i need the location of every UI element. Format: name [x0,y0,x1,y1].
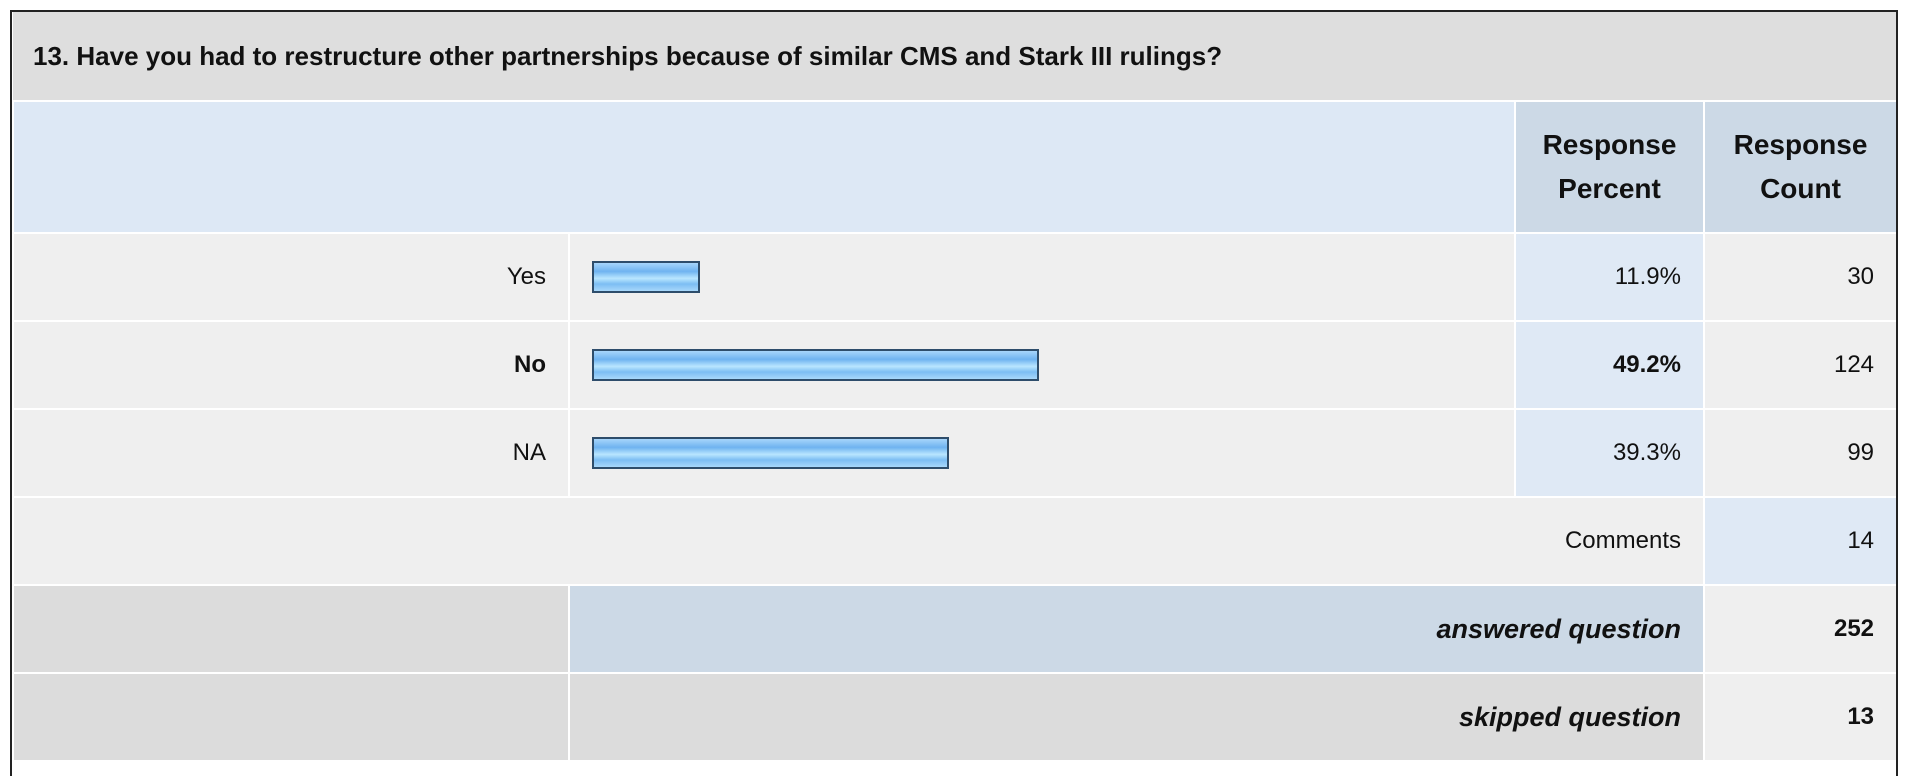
percent-bar [592,437,949,469]
response-row: No 49.2% 124 [12,320,1896,410]
header-percent: Response Percent [1514,100,1705,234]
header-count: Response Count [1702,100,1896,234]
percent-bar [592,349,1039,381]
skipped-count: 13 [1702,672,1896,762]
option-label: NA [12,408,570,498]
response-row: Yes 11.9% 30 [12,232,1896,322]
answered-label: answered question [568,584,1705,674]
response-percent: 39.3% [1514,408,1705,498]
answered-count: 252 [1702,584,1896,674]
question-title: 13. Have you had to restructure other pa… [13,12,1896,102]
response-table: 13. Have you had to restructure other pa… [12,12,1896,762]
option-label: No [12,320,570,410]
bar-cell [568,320,1516,410]
response-count: 99 [1702,408,1896,498]
bar-cell [568,408,1516,498]
response-count: 124 [1702,320,1896,410]
skipped-label: skipped question [568,672,1705,762]
option-label: Yes [12,232,570,322]
header-blank [12,100,1516,234]
comments-label: Comments [12,496,1705,586]
response-count: 30 [1702,232,1896,322]
response-percent: 11.9% [1514,232,1705,322]
response-row: NA 39.3% 99 [12,408,1896,498]
question-panel: 13. Have you had to restructure other pa… [10,10,1898,776]
percent-bar [592,261,701,293]
comments-count: 14 [1702,496,1896,586]
blank-cell [12,672,570,762]
response-percent: 49.2% [1514,320,1705,410]
blank-cell [12,584,570,674]
bar-cell [568,232,1516,322]
